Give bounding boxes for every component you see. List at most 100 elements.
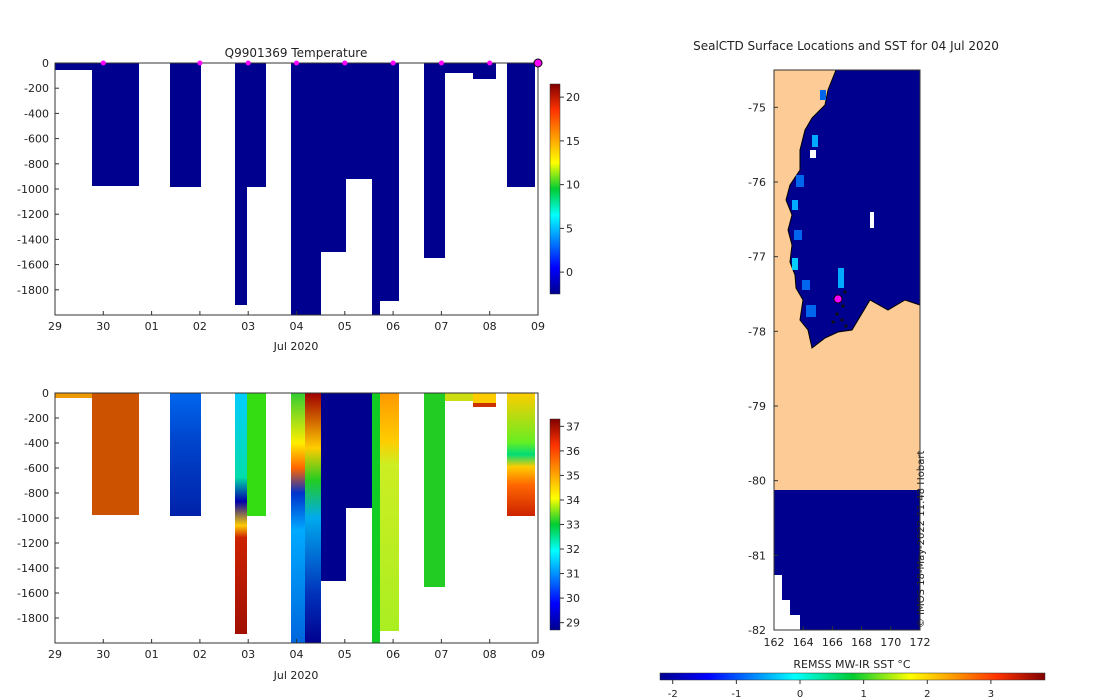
salinity-profiles [55, 393, 535, 643]
map-x-tick-label: 162 [764, 636, 785, 649]
salinity-xlabel: Jul 2020 [273, 669, 319, 682]
y-tick-label: -800 [24, 487, 49, 500]
sst-colorbar-label: REMSS MW-IR SST °C [793, 658, 911, 671]
y-tick-label: -1400 [17, 562, 49, 575]
y-tick-label: 0 [42, 57, 49, 70]
colorbar-tick-label: 15 [566, 135, 580, 148]
x-tick-label: 30 [96, 320, 110, 333]
map-y-tick-label: -75 [748, 101, 766, 114]
y-tick-label: -1200 [17, 537, 49, 550]
map-x-tick-label: 164 [793, 636, 814, 649]
map-title: SealCTD Surface Locations and SST for 04… [693, 39, 999, 53]
map-x-tick-label: 168 [851, 636, 872, 649]
y-tick-label: -1000 [17, 512, 49, 525]
temperature-title: Q9901369 Temperature [225, 46, 368, 60]
x-tick-label: 05 [338, 320, 352, 333]
y-tick-label: -1600 [17, 587, 49, 600]
y-tick-label: -1400 [17, 233, 49, 246]
surface-profile-marker [533, 58, 543, 68]
y-tick-label: -600 [24, 133, 49, 146]
sst-colorbar-tick-label: 1 [860, 689, 866, 700]
x-tick-label: 04 [290, 648, 304, 661]
temperature-xlabel: Jul 2020 [273, 340, 319, 353]
x-tick-label: 01 [145, 320, 159, 333]
sst-colorbar-tick-label: -2 [668, 689, 678, 700]
y-tick-label: -400 [24, 107, 49, 120]
x-tick-label: 02 [193, 648, 207, 661]
map-body [774, 69, 921, 630]
y-tick-label: -1600 [17, 259, 49, 272]
salinity-colorbar [549, 418, 561, 631]
surface-profile-marker [100, 60, 106, 66]
x-tick-label: 29 [48, 648, 62, 661]
x-tick-label: 06 [386, 320, 400, 333]
x-tick-label: 07 [434, 320, 448, 333]
sst-colorbar [659, 672, 1046, 681]
sst-colorbar-tick-label: 2 [924, 689, 930, 700]
x-tick-label: 06 [386, 648, 400, 661]
x-tick-label: 03 [241, 648, 255, 661]
surface-profile-marker [487, 60, 493, 66]
map-y-tick-label: -80 [748, 475, 766, 488]
colorbar-tick-label: 36 [566, 445, 580, 458]
map-y-tick-label: -76 [748, 176, 766, 189]
map-x-tick-label: 170 [880, 636, 901, 649]
colorbar-tick-label: 37 [566, 420, 580, 433]
surface-profile-marker [245, 60, 251, 66]
map-y-tick-label: -81 [748, 549, 766, 562]
temperature-panel: Q9901369 Temperature 29 30 01 02 03 04 05 06 07 0… [17, 46, 580, 353]
surface-profile-marker [342, 60, 348, 66]
colorbar-tick-label: 0 [566, 266, 573, 279]
colorbar-tick-label: 30 [566, 592, 580, 605]
y-tick-label: -400 [24, 437, 49, 450]
salinity-panel: 29 30 01 02 03 04 05 06 07 08 09 0 -200 -400 -600 -800 -… [17, 387, 580, 682]
x-tick-label: 03 [241, 320, 255, 333]
temperature-profiles [55, 63, 535, 315]
y-tick-label: -1800 [17, 612, 49, 625]
sst-colorbar-tick-label: -1 [731, 689, 741, 700]
x-tick-label: 04 [290, 320, 304, 333]
colorbar-tick-label: 31 [566, 568, 580, 581]
current-position-marker [833, 294, 843, 304]
y-tick-label: -600 [24, 462, 49, 475]
colorbar-tick-label: 5 [566, 222, 573, 235]
sst-map-panel: SealCTD Surface Locations and SST for 04… [659, 39, 1046, 700]
map-y-tick-label: -82 [748, 624, 766, 637]
map-y-tick-label: -77 [748, 251, 766, 264]
map-x-tick-label: 166 [822, 636, 843, 649]
map-x-tick-label: 172 [910, 636, 931, 649]
sst-colorbar-tick-label: 0 [797, 689, 803, 700]
colorbar-tick-label: 32 [566, 543, 580, 556]
sst-colorbar-tick-label: 3 [988, 689, 994, 700]
y-tick-label: -800 [24, 158, 49, 171]
y-tick-label: -200 [24, 82, 49, 95]
map-y-tick-label: -78 [748, 325, 766, 338]
y-tick-label: -1200 [17, 208, 49, 221]
x-tick-label: 05 [338, 648, 352, 661]
surface-profile-marker [390, 60, 396, 66]
x-tick-label: 29 [48, 320, 62, 333]
surface-profile-marker [438, 60, 444, 66]
colorbar-tick-label: 20 [566, 91, 580, 104]
x-tick-label: 09 [531, 320, 545, 333]
x-tick-label: 08 [483, 320, 497, 333]
surface-profile-marker [294, 60, 299, 66]
y-tick-label: 0 [42, 387, 49, 400]
x-tick-label: 07 [434, 648, 448, 661]
y-tick-label: -1000 [17, 183, 49, 196]
ocean-south [774, 490, 920, 630]
colorbar-tick-label: 34 [566, 494, 580, 507]
colorbar-tick-label: 29 [566, 617, 580, 630]
x-tick-label: 02 [193, 320, 207, 333]
x-tick-label: 09 [531, 648, 545, 661]
colorbar-tick-label: 10 [566, 179, 580, 192]
x-tick-label: 30 [96, 648, 110, 661]
y-tick-label: -200 [24, 412, 49, 425]
coastal-sst-pixels [792, 90, 874, 317]
x-tick-label: 08 [483, 648, 497, 661]
y-tick-label: -1800 [17, 284, 49, 297]
colorbar-tick-label: 35 [566, 469, 580, 482]
map-credit: © IMOS 18-May-2022 11:48 Hobart [916, 451, 927, 628]
map-y-tick-label: -79 [748, 400, 766, 413]
